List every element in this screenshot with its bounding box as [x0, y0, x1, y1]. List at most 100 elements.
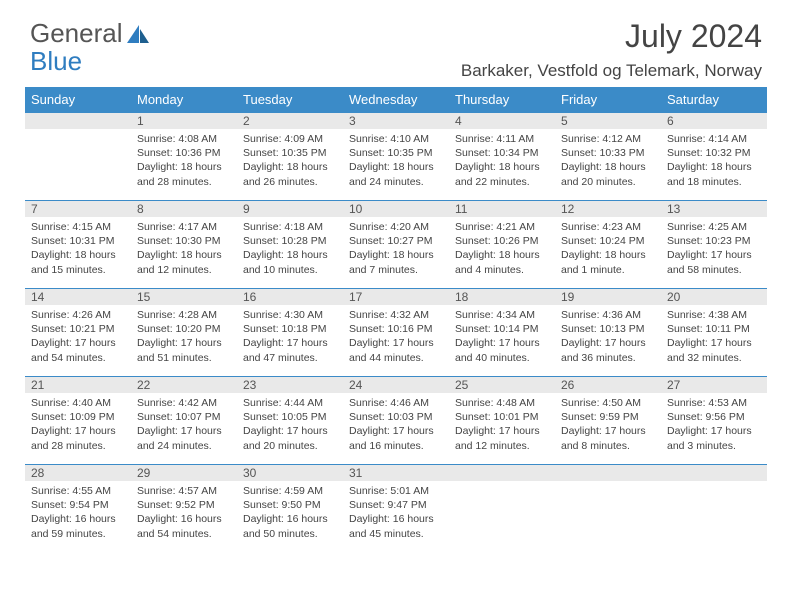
- calendar-cell: [449, 464, 555, 552]
- calendar-cell: [25, 112, 131, 200]
- day-line: and 36 minutes.: [561, 351, 655, 365]
- calendar-cell: 27Sunrise: 4:53 AMSunset: 9:56 PMDayligh…: [661, 376, 767, 464]
- day-line: Sunrise: 4:50 AM: [561, 396, 655, 410]
- day-line: and 20 minutes.: [243, 439, 337, 453]
- day-content: Sunrise: 4:32 AMSunset: 10:16 PMDaylight…: [343, 305, 449, 367]
- day-line: Sunset: 10:34 PM: [455, 146, 549, 160]
- day-line: Sunset: 10:30 PM: [137, 234, 231, 248]
- day-line: Daylight: 18 hours: [137, 248, 231, 262]
- day-line: Daylight: 17 hours: [349, 424, 443, 438]
- day-line: Sunrise: 4:42 AM: [137, 396, 231, 410]
- day-content: Sunrise: 4:15 AMSunset: 10:31 PMDaylight…: [25, 217, 131, 279]
- day-content: Sunrise: 4:26 AMSunset: 10:21 PMDaylight…: [25, 305, 131, 367]
- calendar-row: 28Sunrise: 4:55 AMSunset: 9:54 PMDayligh…: [25, 464, 767, 552]
- day-line: Daylight: 18 hours: [137, 160, 231, 174]
- day-number: 4: [449, 112, 555, 129]
- day-line: Sunrise: 4:48 AM: [455, 396, 549, 410]
- logo-text-general: General: [30, 18, 123, 49]
- day-line: Sunset: 9:56 PM: [667, 410, 761, 424]
- day-number: [661, 464, 767, 481]
- day-content: Sunrise: 4:34 AMSunset: 10:14 PMDaylight…: [449, 305, 555, 367]
- day-line: Sunset: 9:54 PM: [31, 498, 125, 512]
- day-line: Sunset: 10:21 PM: [31, 322, 125, 336]
- day-line: Daylight: 17 hours: [137, 336, 231, 350]
- day-line: Daylight: 18 hours: [561, 248, 655, 262]
- day-line: Sunset: 10:33 PM: [561, 146, 655, 160]
- day-line: Sunrise: 4:28 AM: [137, 308, 231, 322]
- calendar-cell: 23Sunrise: 4:44 AMSunset: 10:05 PMDaylig…: [237, 376, 343, 464]
- calendar-cell: 15Sunrise: 4:28 AMSunset: 10:20 PMDaylig…: [131, 288, 237, 376]
- day-line: Sunset: 10:31 PM: [31, 234, 125, 248]
- day-line: Daylight: 18 hours: [561, 160, 655, 174]
- day-line: and 50 minutes.: [243, 527, 337, 541]
- calendar-table: SundayMondayTuesdayWednesdayThursdayFrid…: [25, 87, 767, 552]
- day-number: 10: [343, 200, 449, 217]
- day-content: Sunrise: 4:20 AMSunset: 10:27 PMDaylight…: [343, 217, 449, 279]
- day-content: Sunrise: 4:28 AMSunset: 10:20 PMDaylight…: [131, 305, 237, 367]
- day-line: Sunrise: 4:18 AM: [243, 220, 337, 234]
- calendar-body: 1Sunrise: 4:08 AMSunset: 10:36 PMDayligh…: [25, 112, 767, 552]
- calendar-cell: 26Sunrise: 4:50 AMSunset: 9:59 PMDayligh…: [555, 376, 661, 464]
- weekday-header: Saturday: [661, 87, 767, 112]
- calendar-cell: 8Sunrise: 4:17 AMSunset: 10:30 PMDayligh…: [131, 200, 237, 288]
- day-number: 19: [555, 288, 661, 305]
- day-line: Daylight: 16 hours: [349, 512, 443, 526]
- day-line: and 59 minutes.: [31, 527, 125, 541]
- day-line: Sunrise: 4:36 AM: [561, 308, 655, 322]
- day-line: Daylight: 17 hours: [31, 336, 125, 350]
- day-number: 30: [237, 464, 343, 481]
- day-content: Sunrise: 4:11 AMSunset: 10:34 PMDaylight…: [449, 129, 555, 191]
- day-line: and 28 minutes.: [31, 439, 125, 453]
- day-line: Sunrise: 4:14 AM: [667, 132, 761, 146]
- day-content: Sunrise: 4:57 AMSunset: 9:52 PMDaylight:…: [131, 481, 237, 543]
- day-line: Daylight: 18 hours: [455, 160, 549, 174]
- calendar-cell: 11Sunrise: 4:21 AMSunset: 10:26 PMDaylig…: [449, 200, 555, 288]
- day-number: 18: [449, 288, 555, 305]
- day-line: Daylight: 18 hours: [349, 160, 443, 174]
- day-line: Sunset: 10:36 PM: [137, 146, 231, 160]
- weekday-header: Wednesday: [343, 87, 449, 112]
- day-line: Sunset: 10:27 PM: [349, 234, 443, 248]
- day-number: 20: [661, 288, 767, 305]
- day-line: and 47 minutes.: [243, 351, 337, 365]
- day-line: and 45 minutes.: [349, 527, 443, 541]
- day-content: Sunrise: 4:09 AMSunset: 10:35 PMDaylight…: [237, 129, 343, 191]
- day-number: 15: [131, 288, 237, 305]
- day-content: Sunrise: 4:21 AMSunset: 10:26 PMDaylight…: [449, 217, 555, 279]
- day-line: Daylight: 17 hours: [561, 336, 655, 350]
- day-line: Sunrise: 4:17 AM: [137, 220, 231, 234]
- day-line: Sunset: 10:23 PM: [667, 234, 761, 248]
- calendar-cell: 29Sunrise: 4:57 AMSunset: 9:52 PMDayligh…: [131, 464, 237, 552]
- day-line: Daylight: 18 hours: [667, 160, 761, 174]
- calendar-cell: 13Sunrise: 4:25 AMSunset: 10:23 PMDaylig…: [661, 200, 767, 288]
- day-line: Sunrise: 4:55 AM: [31, 484, 125, 498]
- day-line: Sunset: 10:11 PM: [667, 322, 761, 336]
- day-content: Sunrise: 4:12 AMSunset: 10:33 PMDaylight…: [555, 129, 661, 191]
- calendar-cell: 22Sunrise: 4:42 AMSunset: 10:07 PMDaylig…: [131, 376, 237, 464]
- calendar-cell: 30Sunrise: 4:59 AMSunset: 9:50 PMDayligh…: [237, 464, 343, 552]
- day-line: and 7 minutes.: [349, 263, 443, 277]
- calendar-head: SundayMondayTuesdayWednesdayThursdayFrid…: [25, 87, 767, 112]
- day-number: 7: [25, 200, 131, 217]
- day-line: Daylight: 17 hours: [243, 424, 337, 438]
- day-line: Sunset: 10:14 PM: [455, 322, 549, 336]
- day-line: Daylight: 18 hours: [455, 248, 549, 262]
- day-line: Daylight: 18 hours: [31, 248, 125, 262]
- day-number: [555, 464, 661, 481]
- day-line: Daylight: 17 hours: [667, 424, 761, 438]
- day-line: and 26 minutes.: [243, 175, 337, 189]
- calendar-row: 1Sunrise: 4:08 AMSunset: 10:36 PMDayligh…: [25, 112, 767, 200]
- day-line: Sunrise: 4:09 AM: [243, 132, 337, 146]
- day-content: Sunrise: 4:08 AMSunset: 10:36 PMDaylight…: [131, 129, 237, 191]
- day-number: 12: [555, 200, 661, 217]
- day-line: and 1 minute.: [561, 263, 655, 277]
- day-number: 13: [661, 200, 767, 217]
- day-content: Sunrise: 4:42 AMSunset: 10:07 PMDaylight…: [131, 393, 237, 455]
- day-line: Sunrise: 4:15 AM: [31, 220, 125, 234]
- day-content: Sunrise: 4:44 AMSunset: 10:05 PMDaylight…: [237, 393, 343, 455]
- day-number: 29: [131, 464, 237, 481]
- calendar-cell: 28Sunrise: 4:55 AMSunset: 9:54 PMDayligh…: [25, 464, 131, 552]
- logo-text-blue: Blue: [30, 46, 82, 77]
- day-line: Sunrise: 4:38 AM: [667, 308, 761, 322]
- calendar-row: 14Sunrise: 4:26 AMSunset: 10:21 PMDaylig…: [25, 288, 767, 376]
